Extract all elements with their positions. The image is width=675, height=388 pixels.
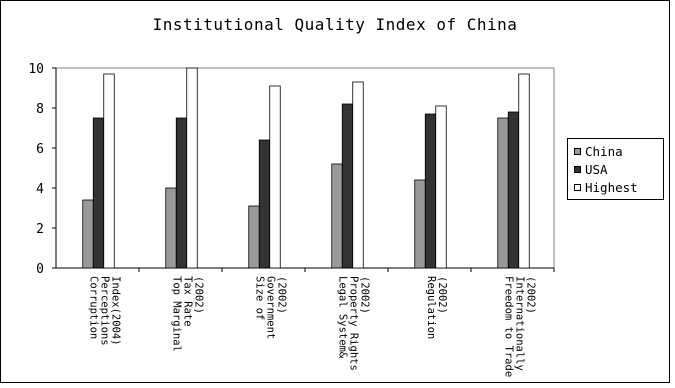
x-label-0-line-0: Corruption (88, 276, 100, 339)
plot-border (55, 67, 555, 269)
bar-china-0 (82, 199, 94, 269)
bar-usa-2 (258, 139, 271, 269)
bar-usa-5 (507, 111, 520, 269)
x-label-5-line-1: Internationally (514, 276, 526, 371)
bar-highest-3 (352, 81, 364, 269)
legend: China USA Highest (567, 138, 664, 200)
y-tick-label-8: 8 (36, 102, 44, 117)
plot-area: 0 2 4 6 8 10 Corruption Perceptions Index(2004) T… (28, 62, 555, 377)
bar-usa-3 (341, 103, 354, 269)
bar-china-4 (414, 179, 426, 269)
y-tick-label-0: 0 (36, 262, 44, 277)
x-label-2-line-1: Government (265, 276, 277, 339)
x-label-1-line-2: (2002) (193, 276, 205, 314)
x-label-1-line-1: Tax Rate (182, 276, 194, 327)
bar-china-5 (497, 117, 509, 269)
x-label-2-line-0: Size of (254, 276, 266, 320)
legend-item-highest: Highest (574, 178, 663, 196)
bar-highest-2 (269, 85, 281, 269)
bar-highest-5 (518, 73, 530, 269)
bar-usa-4 (424, 113, 437, 269)
bar-china-3 (331, 163, 343, 269)
y-tick-label-2: 2 (36, 222, 44, 237)
bar-usa-1 (175, 117, 188, 269)
bar-highest-0 (103, 73, 115, 269)
legend-item-china: China (574, 142, 663, 160)
legend-label-highest: Highest (585, 179, 638, 195)
legend-swatch-usa (574, 165, 581, 173)
bar-china-1 (165, 187, 177, 269)
x-label-2-line-2: (2002) (276, 276, 288, 314)
x-label-0-line-1: Perceptions (99, 276, 111, 346)
x-label-3-line-0: Legal System& (337, 276, 349, 359)
x-label-5-line-2: (2002) (525, 276, 537, 314)
x-label-4-line-1: (2002) (436, 276, 448, 314)
chart-title: Institutional Quality Index of China (152, 15, 518, 34)
chart-frame: Institutional Quality Index of China 0 2 4… (0, 0, 670, 383)
chart-svg: 0 2 4 6 8 10 Corruption Perceptions Index(2004) T… (28, 62, 555, 377)
x-label-3-line-1: Property Rights (348, 276, 360, 371)
legend-item-usa: USA (574, 160, 663, 178)
x-label-4-line-0: Regulation (425, 276, 437, 339)
bar-china-2 (248, 205, 260, 269)
legend-swatch-highest (574, 183, 581, 191)
x-label-0-line-2: Index(2004) (110, 276, 122, 346)
x-label-1-line-0: Top Marginal (171, 276, 183, 352)
bar-usa-0 (92, 117, 105, 269)
bar-highest-1 (186, 67, 198, 269)
x-label-3-line-2: (2002) (359, 276, 371, 314)
legend-label-usa: USA (585, 161, 608, 177)
y-tick-label-10: 10 (28, 62, 44, 77)
bar-highest-4 (435, 105, 447, 269)
y-tick-label-4: 4 (36, 182, 44, 197)
legend-swatch-china (574, 147, 581, 155)
y-tick-label-6: 6 (36, 142, 44, 157)
legend-label-china: China (585, 143, 623, 159)
x-label-5-line-0: Freedom to Trade (503, 276, 515, 377)
